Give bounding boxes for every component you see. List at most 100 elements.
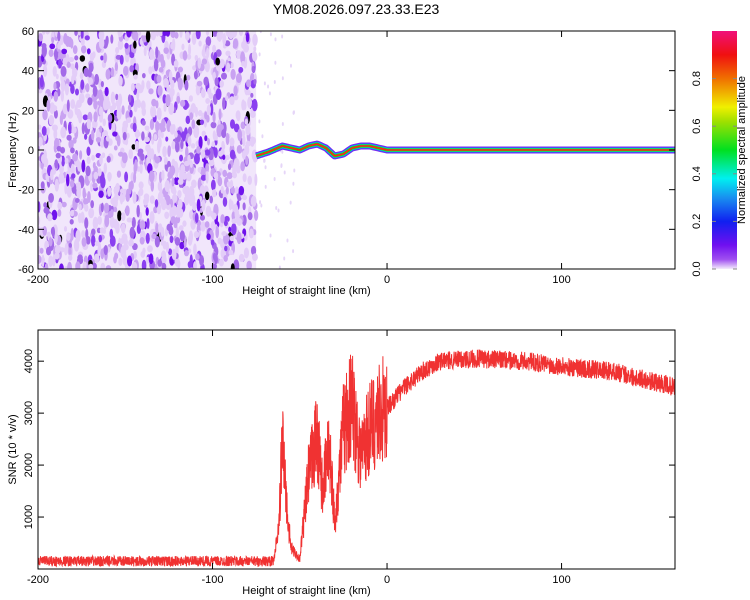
noise-blob	[113, 255, 117, 264]
noise-blob	[68, 242, 72, 248]
noise-blob	[91, 228, 96, 236]
noise-blob	[214, 253, 218, 265]
noise-blob	[156, 74, 162, 84]
noise-blob	[199, 214, 206, 221]
noise-blob	[95, 136, 101, 143]
noise-blob	[131, 144, 136, 150]
noise-blob	[53, 128, 58, 140]
noise-blob	[196, 146, 201, 154]
noise-blob	[120, 245, 127, 259]
noise-blob	[225, 186, 229, 195]
noise-blob	[251, 98, 258, 112]
noise-blob	[189, 254, 193, 267]
noise-blob	[38, 124, 42, 130]
noise-blob	[229, 96, 235, 106]
noise-blob	[83, 67, 90, 78]
noise-blob	[233, 259, 240, 269]
noise-blob	[163, 156, 168, 165]
noise-blob	[115, 93, 119, 101]
noise-blob	[111, 120, 116, 134]
noise-blob	[71, 74, 75, 85]
noise-blob	[150, 31, 157, 41]
noise-blob	[237, 128, 243, 142]
noise-blob	[64, 157, 69, 164]
noise-blob	[230, 187, 235, 194]
noise-blob	[163, 78, 169, 88]
noise-blob	[179, 31, 183, 38]
noise-blob	[194, 106, 199, 118]
noise-blob	[57, 31, 61, 42]
noise-blob	[244, 118, 249, 125]
noise-blob	[85, 228, 89, 240]
noise-blob	[148, 48, 155, 61]
noise-blob	[92, 85, 98, 97]
noise-blob	[231, 218, 238, 224]
noise-blob	[85, 165, 91, 177]
noise-blob	[191, 119, 196, 130]
noise-blob	[292, 181, 295, 186]
noise-blob	[229, 137, 235, 147]
noise-blob	[52, 65, 57, 77]
noise-blob	[132, 191, 137, 204]
noise-blob	[217, 32, 222, 43]
noise-blob	[64, 83, 70, 96]
noise-blob	[69, 210, 75, 217]
noise-blob	[161, 262, 167, 269]
noise-blob	[170, 42, 174, 50]
noise-blob	[139, 220, 146, 230]
noise-blob	[157, 259, 163, 267]
noise-blob	[74, 197, 80, 203]
noise-blob	[184, 79, 189, 91]
noise-blob	[274, 60, 277, 65]
noise-blob	[216, 124, 223, 138]
noise-blob	[242, 202, 246, 211]
noise-blob	[281, 121, 284, 126]
noise-blob	[185, 146, 189, 159]
noise-blob	[84, 217, 89, 230]
noise-blob	[117, 151, 124, 157]
noise-blob	[232, 43, 237, 49]
noise-blob	[169, 206, 174, 219]
noise-blob	[261, 134, 264, 139]
noise-blob	[110, 34, 114, 44]
noise-blob	[66, 134, 72, 141]
noise-blob	[173, 131, 178, 138]
noise-blob	[65, 173, 70, 187]
noise-blob	[236, 144, 243, 154]
noise-blob	[176, 205, 180, 218]
noise-blob	[109, 228, 114, 239]
noise-blob	[144, 125, 150, 131]
noise-blob	[153, 133, 158, 141]
noise-blob	[97, 168, 102, 177]
noise-blob	[87, 97, 93, 106]
noise-blob	[103, 244, 108, 256]
noise-blob	[158, 31, 163, 37]
noise-blob	[60, 126, 67, 139]
noise-blob	[194, 212, 199, 224]
noise-blob	[44, 262, 49, 269]
noise-blob	[104, 214, 110, 228]
noise-blob	[49, 43, 56, 50]
noise-blob	[81, 237, 87, 247]
noise-blob	[118, 257, 123, 266]
noise-blob	[129, 180, 134, 191]
noise-blob	[222, 197, 228, 207]
noise-blob	[215, 57, 220, 66]
x-axis-label: Height of straight line (km)	[242, 585, 370, 597]
noise-blob	[205, 36, 212, 47]
noise-blob	[151, 233, 157, 240]
noise-blob	[135, 83, 142, 90]
noise-blob	[196, 80, 203, 87]
noise-blob	[176, 95, 181, 104]
noise-blob	[82, 198, 89, 205]
noise-blob	[243, 247, 249, 259]
x-tick-label: 0	[384, 274, 390, 286]
noise-blob	[218, 258, 224, 267]
noise-blob	[159, 126, 166, 133]
noise-blob	[231, 171, 235, 178]
noise-blob	[91, 234, 96, 247]
noise-blob	[186, 74, 191, 81]
noise-blob	[230, 62, 234, 69]
noise-blob	[101, 152, 106, 159]
colorbar: 0.0 0.2 0.4 0.6 0.8 Normalized spectral ampli…	[691, 31, 748, 277]
